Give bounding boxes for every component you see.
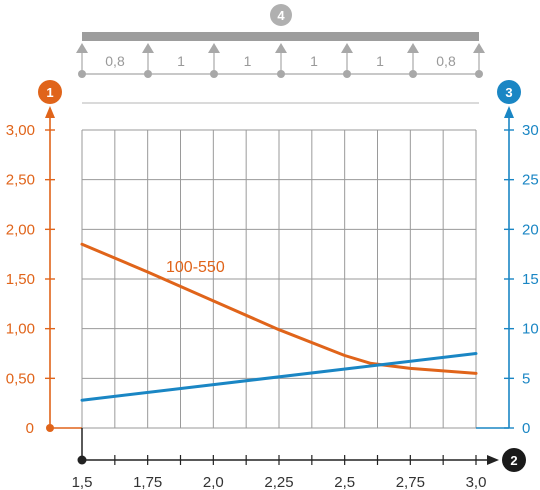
right-axis-badge [497, 80, 521, 104]
support-triangle [76, 43, 88, 53]
right-tick-label: 15 [522, 271, 539, 288]
plot-grid [81, 129, 477, 429]
left-axis-badge [38, 80, 62, 104]
left-tick-label: 3,00 [6, 122, 35, 139]
x-axis-arrow [487, 455, 499, 465]
support-triangle [407, 43, 419, 53]
x-tick-label: 3,0 [466, 474, 487, 490]
chart-series [80, 242, 478, 402]
support-badge [270, 4, 292, 26]
x-axis-badge [502, 448, 526, 472]
left-tick-label: 1,50 [6, 271, 35, 288]
right-tick-label: 0 [522, 420, 530, 437]
x-axis-badge-label: 2 [510, 453, 517, 468]
x-tick-label: 1,75 [133, 474, 162, 490]
chart-labels: 00,501,001,502,002,503,00105101520253031… [6, 8, 539, 490]
x-tick-label: 2,75 [396, 474, 425, 490]
left-axis-origin-dot [46, 424, 54, 432]
right-tick-label: 30 [522, 122, 539, 139]
support-span-label: 1 [177, 53, 185, 69]
chart-axes [38, 80, 526, 472]
support-span-label: 1 [310, 53, 318, 69]
right-tick-label: 10 [522, 321, 539, 338]
support-badge-label: 4 [277, 8, 285, 23]
right-tick-label: 5 [522, 370, 530, 387]
series-line-right-axis [80, 352, 478, 402]
left-axis-badge-label: 1 [46, 85, 53, 100]
series-line-left-axis [80, 242, 478, 375]
left-tick-label: 0 [26, 420, 34, 437]
support-triangle [341, 43, 353, 53]
left-tick-label: 2,00 [6, 221, 35, 238]
left-tick-label: 2,50 [6, 172, 35, 189]
support-span-label: 1 [244, 53, 252, 69]
left-tick-label: 0,50 [6, 370, 35, 387]
x-tick-label: 2,25 [264, 474, 293, 490]
right-tick-label: 25 [522, 172, 539, 189]
support-span-label: 0,8 [105, 53, 125, 69]
support-beam [82, 32, 479, 41]
left-axis-arrow [45, 106, 55, 118]
support-triangle [275, 43, 287, 53]
support-triangle [473, 43, 485, 53]
support-span-label: 0,8 [436, 53, 456, 69]
right-axis-badge-label: 3 [505, 85, 512, 100]
right-axis-arrow [504, 106, 514, 118]
x-tick-label: 2,0 [203, 474, 224, 490]
x-axis-origin-dot [77, 455, 87, 465]
series-label: 100-550 [166, 259, 225, 276]
support-triangle [142, 43, 154, 53]
right-tick-label: 20 [522, 221, 539, 238]
left-tick-label: 1,00 [6, 321, 35, 338]
x-tick-label: 1,5 [72, 474, 93, 490]
support-triangle [208, 43, 220, 53]
x-tick-label: 2,5 [334, 474, 355, 490]
support-diagram [76, 4, 485, 104]
support-span-label: 1 [376, 53, 384, 69]
